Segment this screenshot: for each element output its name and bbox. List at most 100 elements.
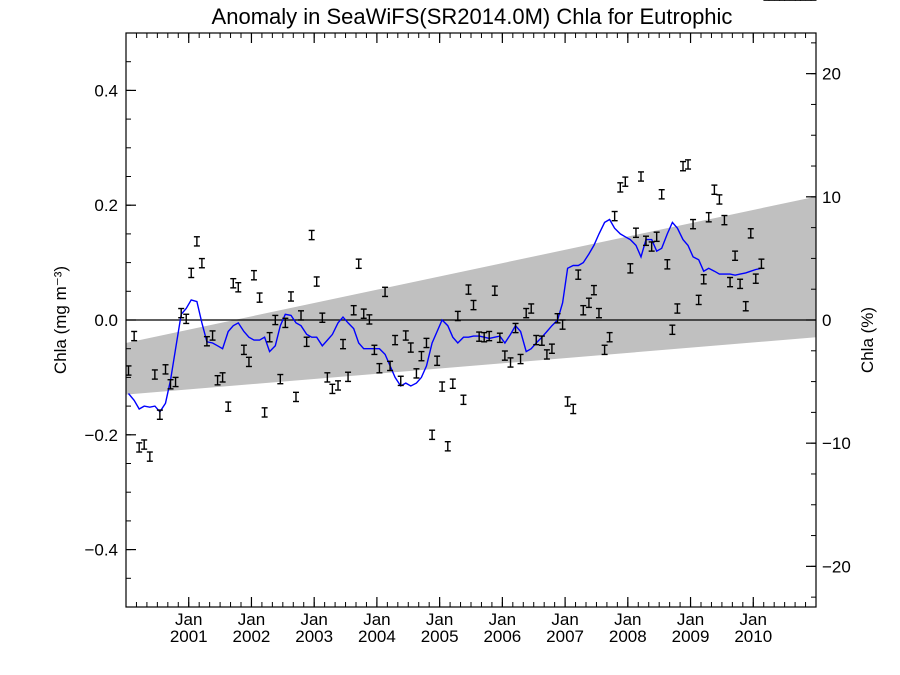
anomaly-point bbox=[732, 250, 739, 262]
x-tick-year: 2004 bbox=[358, 627, 396, 646]
anomaly-point bbox=[758, 258, 765, 270]
anomaly-point bbox=[617, 182, 624, 193]
x-tick-year: 2008 bbox=[609, 627, 647, 646]
anomaly-point bbox=[496, 332, 503, 344]
anomaly-point bbox=[230, 277, 237, 289]
anomaly-point bbox=[183, 313, 190, 325]
anomaly-point bbox=[523, 307, 530, 319]
anomaly-point bbox=[491, 285, 498, 297]
y-tick-label: 0.2 bbox=[94, 196, 118, 215]
x-tick-year: 2007 bbox=[546, 627, 584, 646]
anomaly-point bbox=[277, 373, 284, 385]
anomaly-point bbox=[146, 451, 153, 462]
anomaly-point bbox=[622, 176, 629, 187]
y-right-tick-label: −10 bbox=[822, 434, 851, 453]
anomaly-point bbox=[658, 189, 665, 200]
anomaly-point bbox=[429, 429, 436, 441]
anomaly-point bbox=[193, 236, 200, 247]
x-tick-month: Jan bbox=[677, 610, 704, 629]
anomaly-point bbox=[460, 394, 467, 406]
anomaly-point bbox=[382, 286, 389, 298]
anomaly-point bbox=[476, 331, 483, 342]
anomaly-point bbox=[298, 310, 305, 321]
anomaly-point bbox=[151, 369, 158, 380]
anomaly-point bbox=[648, 241, 655, 252]
anomaly-point bbox=[355, 258, 362, 270]
anomaly-point bbox=[387, 360, 394, 372]
anomaly-point bbox=[643, 235, 650, 247]
y-right-tick-label: 10 bbox=[822, 188, 841, 207]
anomaly-point bbox=[585, 297, 592, 309]
anomaly-point bbox=[136, 442, 143, 453]
x-tick-year: 2010 bbox=[734, 627, 772, 646]
anomaly-point bbox=[324, 372, 331, 383]
anomaly-point bbox=[402, 330, 409, 341]
anomaly-point bbox=[538, 335, 545, 346]
anomaly-point bbox=[345, 371, 352, 383]
anomaly-point bbox=[721, 214, 728, 226]
anomaly-point bbox=[716, 194, 723, 205]
anomaly-point bbox=[543, 349, 550, 360]
chart-title: Anomaly in SeaWiFS(SR2014.0M) Chla for E… bbox=[212, 4, 733, 29]
y-right-tick-label: −20 bbox=[822, 557, 851, 576]
anomaly-point bbox=[141, 439, 148, 450]
anomaly-point bbox=[261, 407, 268, 418]
y-tick-label: 0.0 bbox=[94, 311, 118, 330]
anomaly-point bbox=[575, 269, 582, 280]
anomaly-point bbox=[282, 317, 289, 329]
anomaly-point bbox=[376, 362, 383, 374]
anomaly-point bbox=[329, 383, 336, 395]
anomaly-point bbox=[637, 171, 644, 182]
anomaly-point bbox=[454, 310, 461, 322]
y-tick-label: 0.4 bbox=[94, 81, 118, 100]
anomaly-point bbox=[371, 344, 378, 356]
anomaly-point bbox=[287, 291, 294, 302]
anomaly-point bbox=[413, 368, 420, 379]
anomaly-point bbox=[465, 284, 472, 295]
x-tick-year: 2003 bbox=[295, 627, 333, 646]
anomaly-point bbox=[313, 276, 320, 287]
x-tick-month: Jan bbox=[175, 610, 202, 629]
anomaly-point bbox=[335, 380, 342, 391]
anomaly-point bbox=[266, 331, 273, 343]
anomaly-point bbox=[742, 300, 749, 312]
anomaly-point bbox=[439, 381, 446, 392]
anomaly-point bbox=[595, 307, 602, 319]
anomaly-point bbox=[664, 259, 671, 270]
anomaly-point bbox=[225, 401, 232, 412]
anomaly-point bbox=[449, 378, 456, 390]
anomaly-point bbox=[601, 344, 608, 356]
y-tick-label: −0.4 bbox=[84, 541, 118, 560]
running-mean-group bbox=[127, 218, 762, 413]
anomaly-point bbox=[131, 330, 138, 342]
x-tick-year: 2001 bbox=[170, 627, 208, 646]
anomaly-point bbox=[685, 159, 692, 170]
anomaly-point bbox=[580, 304, 587, 316]
anomaly-point bbox=[245, 356, 252, 368]
anomaly-point bbox=[486, 330, 493, 342]
y-right-tick-label: 20 bbox=[822, 65, 841, 84]
anomaly-point bbox=[680, 160, 687, 172]
anomaly-point bbox=[209, 330, 216, 341]
anomaly-point bbox=[272, 314, 279, 326]
running-mean-line bbox=[127, 218, 762, 413]
anomaly-point bbox=[392, 334, 399, 346]
anomaly-point bbox=[700, 273, 707, 285]
anomaly-point bbox=[235, 281, 242, 293]
anomaly-point bbox=[188, 267, 195, 279]
anomaly-point bbox=[705, 211, 712, 223]
x-tick-month: Jan bbox=[551, 610, 578, 629]
anomaly-point bbox=[167, 378, 174, 390]
anomaly-point bbox=[548, 343, 555, 354]
anomaly-point bbox=[156, 409, 163, 421]
x-tick-year: 2006 bbox=[483, 627, 521, 646]
anomaly-point bbox=[366, 314, 373, 325]
anomaly-point bbox=[727, 276, 734, 288]
anomaly-point bbox=[674, 303, 681, 314]
anomaly-point bbox=[407, 342, 414, 353]
anomaly-point bbox=[554, 312, 561, 324]
anomaly-point bbox=[737, 278, 744, 290]
anomaly-point bbox=[162, 364, 169, 375]
trend-band-group bbox=[126, 196, 816, 395]
